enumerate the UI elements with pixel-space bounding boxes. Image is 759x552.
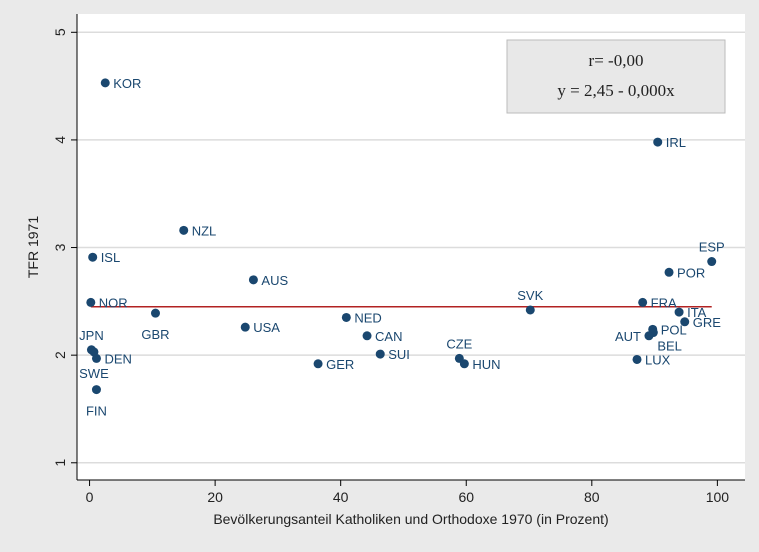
x-axis-title: Bevölkerungsanteil Katholiken und Orthod… xyxy=(213,511,608,527)
point-label: FRA xyxy=(651,295,677,310)
point-label: GRE xyxy=(693,315,722,330)
point-label: USA xyxy=(253,320,280,335)
y-tick-label: 3 xyxy=(52,243,68,251)
annotation: y = 2,45 - 0,000x xyxy=(557,81,675,100)
point-label: POL xyxy=(661,322,687,337)
point-label: NED xyxy=(354,310,381,325)
point xyxy=(86,297,96,307)
y-tick-label: 2 xyxy=(52,351,68,359)
point xyxy=(240,322,250,332)
point xyxy=(664,267,674,277)
point-label: POR xyxy=(677,265,705,280)
point-label: GBR xyxy=(141,327,169,342)
point-label: GER xyxy=(326,357,354,372)
point xyxy=(100,78,110,88)
point xyxy=(674,307,684,317)
y-tick-label: 4 xyxy=(52,136,68,144)
point-label: SVK xyxy=(517,288,543,303)
point-label: FIN xyxy=(86,404,107,419)
x-tick-label: 0 xyxy=(86,489,94,505)
y-tick-label: 1 xyxy=(52,459,68,467)
point-label: ISL xyxy=(101,250,121,265)
point xyxy=(653,137,663,147)
point xyxy=(88,252,98,262)
point xyxy=(632,354,642,364)
point-label: LUX xyxy=(645,352,671,367)
point xyxy=(459,359,469,369)
point xyxy=(150,308,160,318)
point xyxy=(707,257,717,267)
point-label: ESP xyxy=(699,240,725,255)
plot-layer: KOR IRL NZL ISL AUS ESP POR NOR FRA SVK ITA GBR NED G… xyxy=(77,31,745,464)
point xyxy=(525,305,535,315)
point-label: KOR xyxy=(113,76,141,91)
y-axis-title: TFR 1971 xyxy=(25,216,41,278)
point-label: ITA xyxy=(687,305,707,320)
point-label: AUS xyxy=(261,273,288,288)
x-tick-label: 80 xyxy=(584,489,600,505)
point-label: SWE xyxy=(79,366,109,381)
point xyxy=(341,312,351,322)
point-label: JPN xyxy=(79,328,104,343)
point-label: BEL xyxy=(657,339,682,354)
x-tick-label: 60 xyxy=(458,489,474,505)
x-tick-label: 100 xyxy=(706,489,730,505)
point-label: NOR xyxy=(99,295,128,310)
point xyxy=(313,359,323,369)
point xyxy=(638,297,648,307)
point xyxy=(644,331,654,341)
point-label: CZE xyxy=(446,336,472,351)
point xyxy=(375,349,385,359)
x-tick-label: 20 xyxy=(207,489,223,505)
point xyxy=(91,385,101,395)
point xyxy=(362,331,372,341)
annotation: r= -0,00 xyxy=(589,51,644,70)
point xyxy=(179,225,189,235)
point-label: AUT xyxy=(615,329,641,344)
point-label: CAN xyxy=(375,329,402,344)
point-label: DEN xyxy=(104,351,131,366)
point xyxy=(89,347,99,357)
x-tick-label: 40 xyxy=(333,489,349,505)
point-label: NZL xyxy=(192,223,217,238)
y-tick-label: 5 xyxy=(52,28,68,36)
annotation-box xyxy=(506,39,726,114)
point-label: HUN xyxy=(472,357,500,372)
point xyxy=(248,275,258,285)
point xyxy=(680,317,690,327)
point-label: SUI xyxy=(388,347,410,362)
point-label: IRL xyxy=(666,135,686,150)
